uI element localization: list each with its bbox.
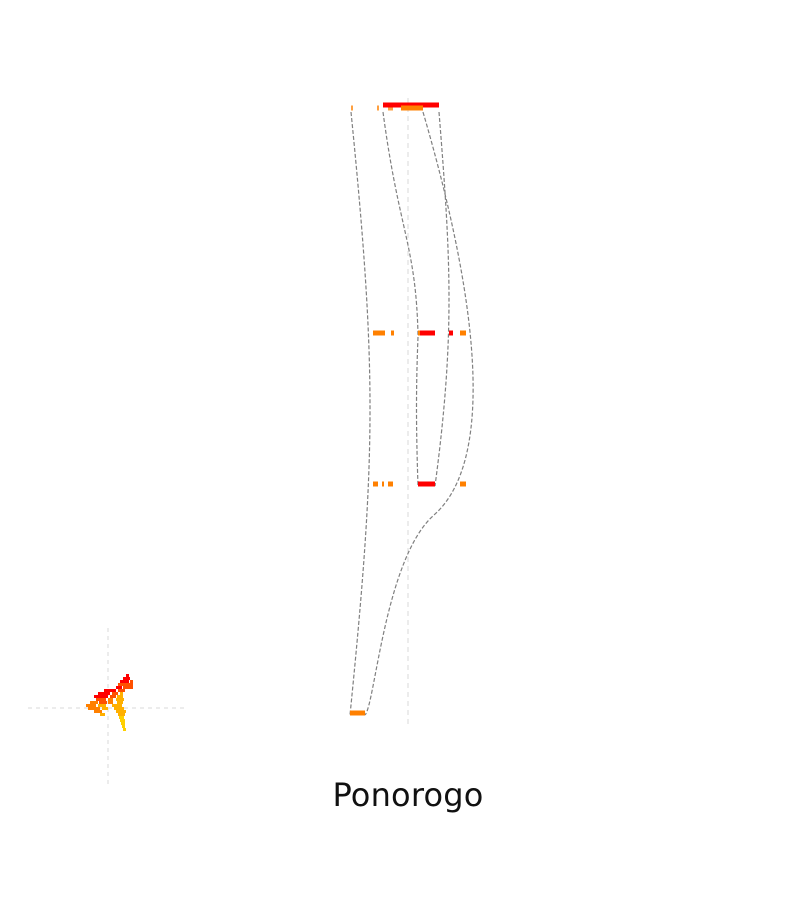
inset-cell [119,716,124,719]
level-mark-upper [418,330,420,336]
connector-line [415,336,419,487]
connector-line [349,111,371,716]
inset-cell [90,701,98,704]
inset-cell [98,692,110,695]
inset-cell [122,725,125,728]
inset-cell [120,692,123,695]
inset-cell [94,695,108,698]
inset-cell [117,701,123,704]
inset-cell [88,707,100,710]
inset-cell [100,713,105,716]
inset-cell [86,704,96,707]
inset-cell [120,719,125,722]
inset-cell [112,704,122,707]
inset-cell [118,713,125,716]
level-mark-middle [460,481,466,487]
connector-line [382,111,419,336]
inset-cell [96,698,106,701]
level-mark-top [401,105,423,111]
inset-cell [121,722,125,725]
level-mark-upper [373,330,385,336]
inset-cell [108,698,113,701]
connector-line [434,111,450,487]
chart-title: Ponorogo [332,776,484,814]
inset-cell [116,686,122,689]
inset-cell [117,695,123,698]
level-mark-upper [449,330,453,336]
inset-cell [123,677,130,680]
inset-cell [120,680,129,683]
inset-cell [99,701,107,704]
inset-cell [130,680,133,683]
inset-cell [116,698,124,701]
level-mark-top [351,105,353,111]
level-mark-upper [460,330,466,336]
level-mark-upper [391,330,394,336]
level-mark-middle [382,481,384,487]
level-mark-upper [418,330,435,336]
inset-cell [112,692,118,695]
inset-cell [126,674,129,677]
inset-cell [104,689,116,692]
level-mark-middle [373,481,378,487]
inset-cell [123,728,126,731]
inset-cell [114,707,124,710]
level-mark-bottom [350,710,365,716]
inset-cell [102,707,108,710]
inset-cell [98,704,106,707]
level-mark-middle [388,481,393,487]
inset-cell [118,683,133,686]
level-mark-middle [418,481,435,487]
level-mark-top [383,102,439,108]
inset-cell [123,686,133,689]
inset-cell [110,695,116,698]
level-mark-top [388,105,393,111]
inset-cell [94,710,102,713]
connector-line [364,111,474,716]
inset-cell [118,689,125,692]
level-mark-top [377,105,379,111]
inset-cell [108,701,113,704]
inset-cell [116,710,126,713]
